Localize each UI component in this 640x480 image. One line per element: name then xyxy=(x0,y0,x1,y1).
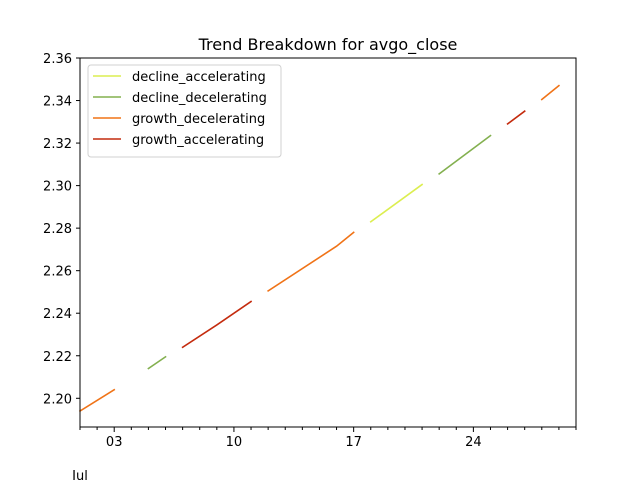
legend-label-decline-accelerating: decline_accelerating xyxy=(132,70,266,85)
x-tick-label: 03 xyxy=(106,435,123,450)
y-tick-label: 2.30 xyxy=(43,180,72,195)
y-tick-label: 2.36 xyxy=(43,52,72,67)
series-line-decline-decelerating-1 xyxy=(147,355,167,370)
legend: decline_accelerating decline_decelerating… xyxy=(87,64,282,158)
x-tick-label: 24 xyxy=(465,435,482,450)
x-tick-label: 17 xyxy=(345,435,362,450)
series-line-decline-accelerating-1 xyxy=(369,183,424,223)
x-tick-label: 10 xyxy=(226,435,243,450)
y-tick-label: 2.26 xyxy=(43,265,72,280)
series-line-growth-accelerating-2 xyxy=(506,110,526,126)
legend-label-growth-accelerating: growth_accelerating xyxy=(132,133,264,148)
x-offset-label: Jul xyxy=(71,469,88,480)
y-tick-label: 2.28 xyxy=(43,222,72,237)
y-tick-label: 2.24 xyxy=(43,307,72,322)
series-line-growth-decelerating-2 xyxy=(267,231,355,292)
legend-box xyxy=(87,64,282,158)
legend-label-growth-decelerating: growth_decelerating xyxy=(132,112,265,127)
series-line-decline-decelerating-2 xyxy=(438,134,492,176)
series-line-growth-decelerating-3 xyxy=(540,84,561,101)
plot-frame xyxy=(79,57,577,428)
legend-label-decline-decelerating: decline_decelerating xyxy=(132,91,267,106)
series-layer xyxy=(78,84,561,413)
y-tick-label: 2.22 xyxy=(43,350,72,365)
chart-title: Trend Breakdown for avgo_close xyxy=(198,35,458,55)
axes-layer: 2.20 2.22 2.24 2.26 2.28 2.30 2.32 2.34 2.36 03 10… xyxy=(43,52,577,480)
y-tick-label: 2.34 xyxy=(43,95,72,110)
series-line-growth-decelerating-1 xyxy=(78,388,116,413)
series-line-growth-accelerating-1 xyxy=(181,300,253,349)
y-tick-label: 2.32 xyxy=(43,137,72,152)
y-tick-label: 2.20 xyxy=(43,392,72,407)
